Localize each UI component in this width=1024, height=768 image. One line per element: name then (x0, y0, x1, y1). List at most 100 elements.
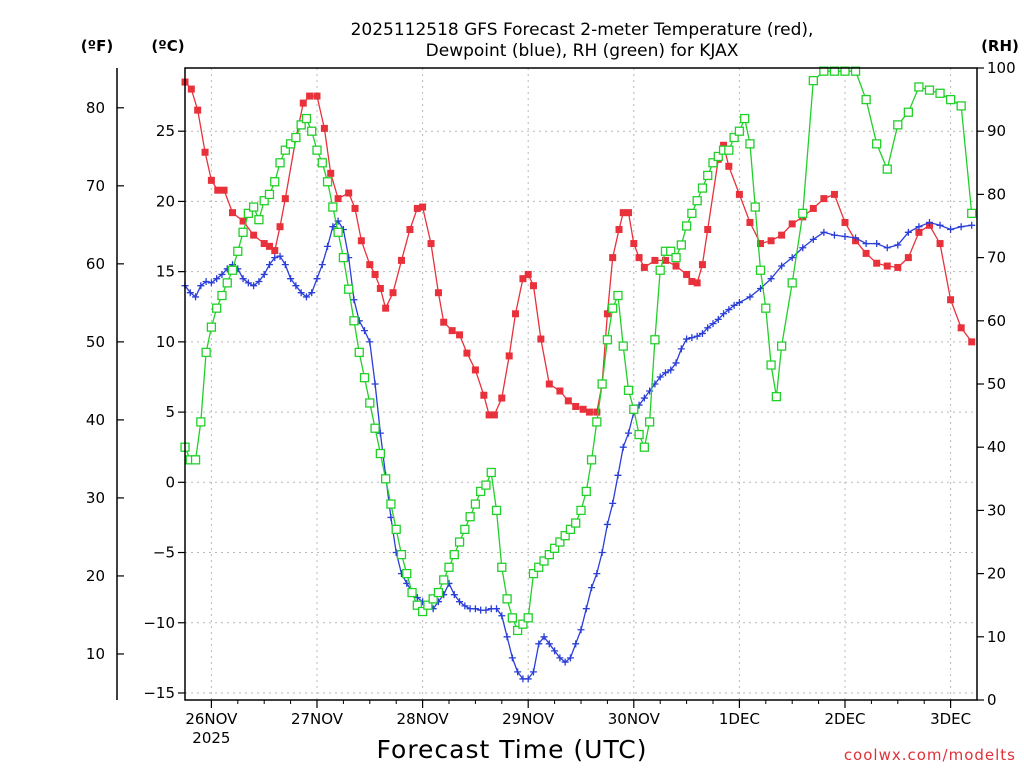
dewpoint-point (244, 279, 252, 287)
rh-point (328, 202, 338, 212)
temperature-point (276, 223, 284, 231)
dewpoint-point (271, 254, 279, 262)
dewpoint-point (830, 231, 838, 239)
rh-tick-label: 10 (987, 628, 1006, 646)
rh-point (850, 66, 861, 76)
dewpoint-point (656, 373, 664, 381)
temperature-point (490, 411, 498, 419)
temperature-point (841, 218, 849, 226)
temperature-point (767, 237, 775, 245)
rh-point (481, 480, 491, 490)
temperature-point (229, 209, 237, 217)
temperature-point (957, 324, 965, 332)
dewpoint-point (841, 233, 849, 241)
dewpoint-point (540, 633, 548, 641)
dewpoint-point (609, 499, 617, 507)
x-tick-label-26nov: 26NOV (185, 710, 238, 728)
dewpoint-point (698, 329, 706, 337)
rh-point (491, 505, 502, 516)
temperature-point (427, 240, 435, 248)
temperature-point (463, 349, 471, 357)
celsius-tick-label: 10 (156, 333, 175, 351)
x-tick-label-30nov: 30NOV (608, 710, 661, 728)
x-tick-sublabel-year: 2025 (192, 729, 230, 747)
temperature-point (440, 318, 448, 326)
dewpoint-point (720, 310, 728, 318)
dewpoint-point (413, 593, 421, 601)
rh-point (639, 442, 650, 452)
dewpoint-point (688, 334, 696, 342)
dewpoint-point (577, 626, 585, 634)
chart-title-line2: Dewpoint (blue), RH (green) for KJAX (426, 41, 739, 61)
rh-point (914, 82, 924, 92)
rh-point (449, 549, 459, 560)
rh-point (428, 594, 438, 604)
temperature-point (936, 240, 944, 248)
rh-point (365, 398, 375, 408)
temperature-point (564, 397, 572, 405)
rh-point (354, 347, 364, 358)
dewpoint-point (614, 471, 622, 479)
rh-point (581, 486, 591, 497)
rh-point (618, 341, 628, 351)
celsius-tick-label: −15 (143, 684, 175, 702)
dewpoint-point (788, 254, 796, 262)
temperature-point (366, 261, 374, 269)
x-tick-label-28nov: 28NOV (397, 710, 450, 728)
dewpoint-point (968, 221, 976, 229)
rh-point (840, 66, 850, 76)
source-credit: coolwx.com/modelts (844, 746, 1016, 764)
dewpoint-point (350, 296, 358, 304)
dewpoint-point (276, 252, 284, 260)
rh-point (285, 139, 296, 149)
rh-point (264, 189, 275, 200)
dewpoint-point (619, 443, 627, 451)
dewpoint-point (371, 380, 379, 388)
rh-point (301, 113, 312, 124)
temperature-point (688, 277, 696, 285)
temperature-point (672, 262, 680, 270)
rh-point (196, 417, 206, 427)
temperature-point (572, 402, 580, 410)
temperature-point (735, 190, 743, 198)
dewpoint-point (820, 228, 828, 236)
rh-point (861, 94, 871, 105)
dewpoint-point (503, 633, 511, 641)
temperature-point (519, 275, 527, 283)
temperature-point (480, 391, 488, 399)
rh-point (476, 486, 486, 497)
rh-point (333, 227, 343, 237)
dewpoint-point (197, 282, 205, 290)
temperature-point (512, 310, 520, 318)
rh-point (380, 474, 391, 484)
rh-point (565, 524, 576, 535)
temperature-point (720, 141, 728, 149)
rh-point (454, 537, 465, 547)
rh-point (671, 252, 681, 263)
dewpoint-point (297, 289, 305, 297)
rh-point (222, 278, 232, 288)
rh-point (729, 132, 739, 143)
dewpoint-point (904, 228, 912, 236)
fahrenheit-unit-label: (ºF) (81, 37, 113, 55)
rh-point (761, 303, 771, 313)
temperature-point (545, 380, 553, 388)
rh-point (634, 429, 644, 440)
rh-point (935, 88, 945, 98)
dewpoint-point (456, 598, 464, 606)
dewpoint-point (281, 261, 289, 269)
temperature-point (537, 335, 545, 343)
dewpoint-point (207, 279, 215, 287)
temperature-point (271, 247, 279, 255)
x-tick-label-3dec: 3DEC (930, 710, 971, 728)
rh-point (217, 290, 227, 301)
rh-point (317, 158, 327, 168)
temperature-point (201, 148, 209, 156)
rh-point (903, 107, 914, 117)
rh-point (359, 373, 370, 383)
dewpoint-point (566, 654, 574, 662)
rh-point (322, 177, 333, 187)
rh-tick-label: 90 (987, 122, 1006, 140)
series-layer (180, 66, 977, 683)
temperature-point (830, 190, 838, 198)
